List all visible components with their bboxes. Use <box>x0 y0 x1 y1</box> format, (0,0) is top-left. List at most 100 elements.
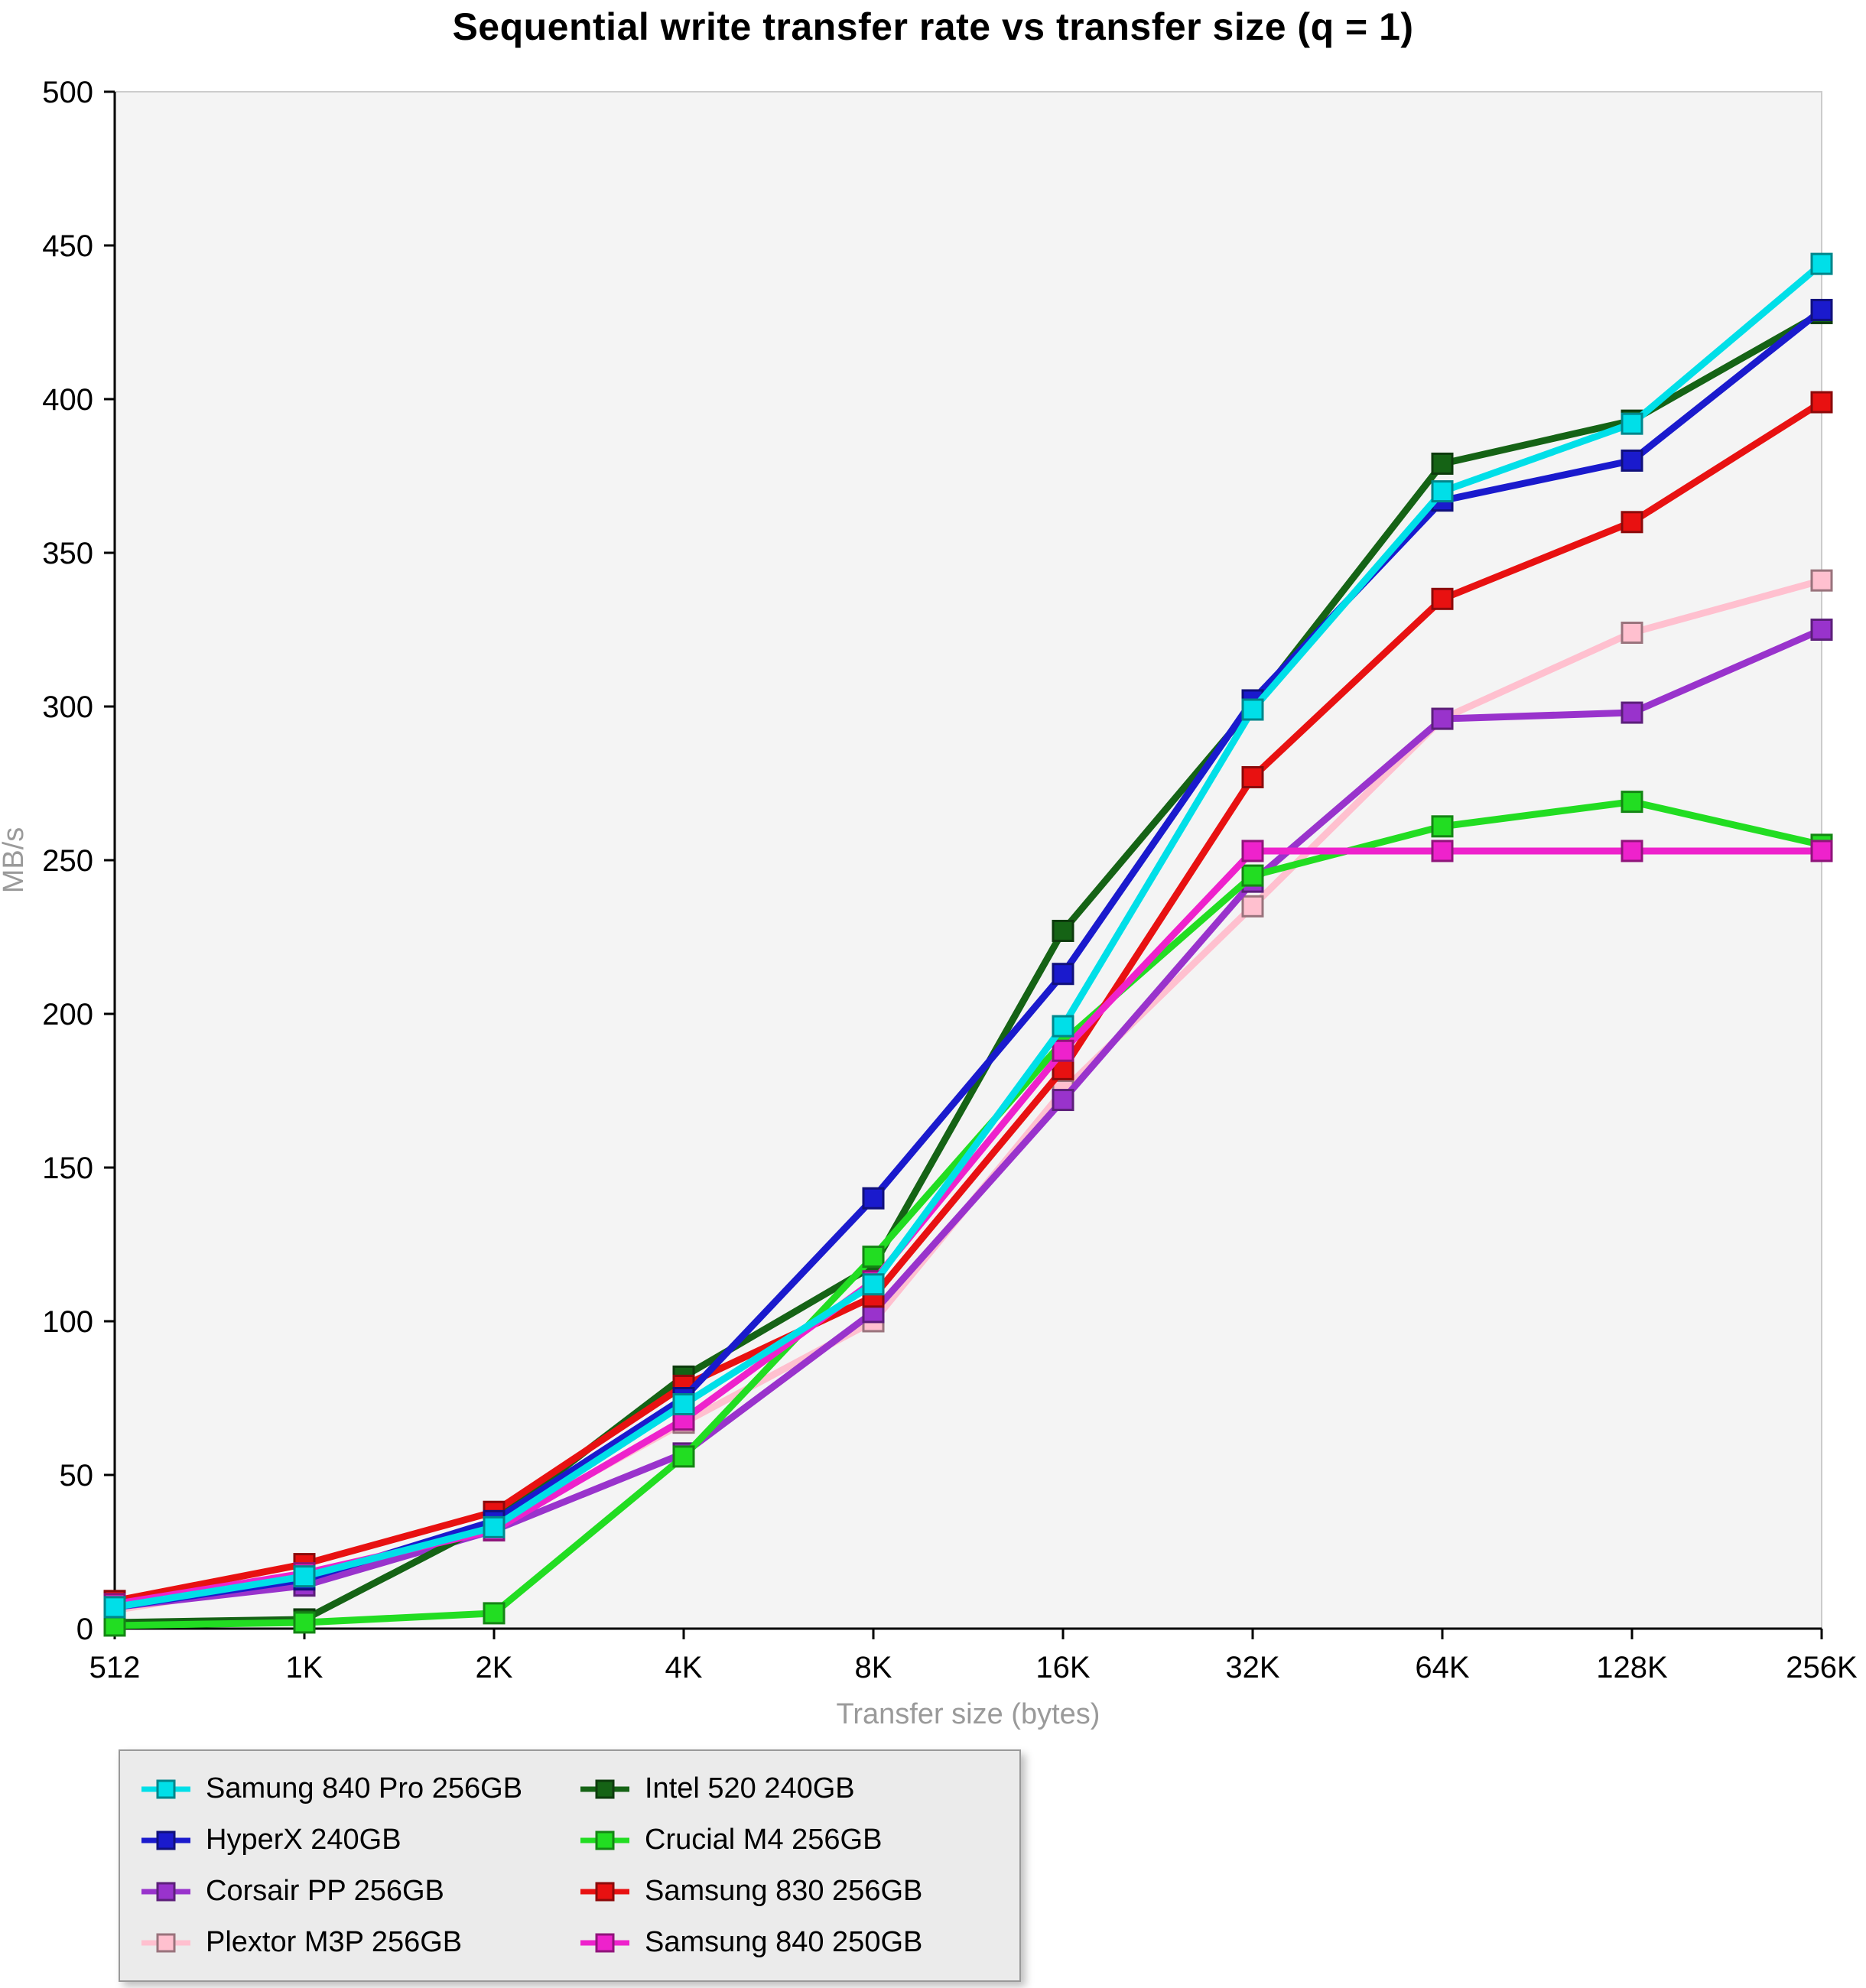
series-marker-samung-840-pro-256gb <box>103 1596 126 1619</box>
legend-label: Plextor M3P 256GB <box>206 1926 463 1958</box>
legend-marker-square <box>156 1882 176 1901</box>
legend-label: Samsung 840 250GB <box>645 1926 923 1958</box>
legend-marker-icon <box>580 1779 629 1798</box>
series-line-samung-840-pro-256gb <box>111 260 1825 1611</box>
series-marker-hyperx-240gb <box>1621 449 1643 472</box>
series-marker-samung-840-pro-256gb <box>483 1515 506 1538</box>
legend-marker-icon <box>580 1933 629 1952</box>
legend-marker-square <box>156 1830 176 1850</box>
legend-marker-square <box>156 1933 176 1952</box>
series-marker-corsair-pp-256gb <box>1431 707 1454 730</box>
series-marker-hyperx-240gb <box>1810 298 1833 321</box>
series-line-corsair-pp-256gb <box>111 626 1825 1611</box>
legend-marker-square <box>595 1779 615 1798</box>
series-marker-samsung-840-250gb <box>1810 840 1833 862</box>
series-marker-crucial-m4-256gb <box>1241 864 1264 887</box>
legend-item-samsung-830-256gb: Samsung 830 256GB <box>570 1869 1009 1914</box>
series-line-crucial-m4-256gb <box>111 798 1825 1629</box>
series-marker-samsung-840-250gb <box>1241 840 1264 862</box>
series-marker-samung-840-pro-256gb <box>672 1393 695 1416</box>
y-tick-label: 100 <box>42 1305 93 1339</box>
y-tick-label: 350 <box>42 537 93 570</box>
y-tick-label: 300 <box>42 690 93 724</box>
series-marker-plextor-m3p-256gb <box>1621 622 1643 645</box>
chart-svg: 0 50 100 150 200 250 300 350 400 450 500 512 1K 2K 4K 8… <box>0 76 1858 1730</box>
x-tick-label: 32K <box>1225 1651 1279 1684</box>
series-marker-crucial-m4-256gb <box>1431 815 1454 838</box>
series-marker-samsung-830-256gb <box>1241 765 1264 788</box>
legend-label: Samsung 830 256GB <box>645 1875 923 1907</box>
legend-item-samung-840-pro-256gb: Samung 840 Pro 256GB <box>131 1766 570 1811</box>
series-marker-hyperx-240gb <box>1052 963 1074 986</box>
legend-item-hyperx-240gb: HyperX 240GB <box>131 1817 570 1863</box>
series-marker-samsung-830-256gb <box>1810 391 1833 414</box>
legend-marker-icon <box>141 1779 190 1798</box>
series-marker-samung-840-pro-256gb <box>1052 1015 1074 1038</box>
series-marker-samung-840-pro-256gb <box>862 1273 885 1296</box>
legend-label: Corsair PP 256GB <box>206 1875 444 1907</box>
series-marker-crucial-m4-256gb <box>293 1611 316 1634</box>
y-tick-label: 200 <box>42 998 93 1031</box>
series-marker-samsung-840-250gb <box>1621 840 1643 862</box>
legend-item-plextor-m3p-256gb: Plextor M3P 256GB <box>131 1920 570 1965</box>
legend-item-intel-520-240gb: Intel 520 240GB <box>570 1766 1009 1811</box>
series-marker-crucial-m4-256gb <box>103 1614 126 1637</box>
series-marker-samung-840-pro-256gb <box>1621 412 1643 435</box>
x-tick-label: 256K <box>1786 1651 1858 1684</box>
x-tick-label: 8K <box>855 1651 892 1684</box>
series-marker-plextor-m3p-256gb <box>1810 569 1833 592</box>
legend-item-samsung-840-250gb: Samsung 840 250GB <box>570 1920 1009 1965</box>
series-marker-hyperx-240gb <box>862 1187 885 1210</box>
x-axis-label: Transfer size (bytes) <box>837 1698 1100 1730</box>
x-tick-label: 128K <box>1596 1651 1668 1684</box>
y-tick-label: 0 <box>76 1613 93 1646</box>
y-axis-label: MB/s <box>0 827 30 894</box>
legend-marker-icon <box>141 1933 190 1952</box>
x-tick-label: 16K <box>1035 1651 1090 1684</box>
y-tick-label: 400 <box>42 383 93 417</box>
series-marker-crucial-m4-256gb <box>483 1602 506 1625</box>
legend-label: HyperX 240GB <box>206 1824 401 1856</box>
series-marker-plextor-m3p-256gb <box>1241 895 1264 918</box>
legend-marker-square <box>595 1882 615 1901</box>
legend-marker-icon <box>141 1830 190 1850</box>
y-tick-label: 500 <box>42 76 93 109</box>
series-marker-corsair-pp-256gb <box>1810 619 1833 641</box>
legend: Samung 840 Pro 256GB HyperX 240GB Corsair … <box>119 1749 1021 1982</box>
series-marker-intel-520-240gb <box>1431 452 1454 475</box>
series-marker-crucial-m4-256gb <box>672 1445 695 1468</box>
series-marker-samsung-840-250gb <box>1431 840 1454 862</box>
legend-item-corsair-pp-256gb: Corsair PP 256GB <box>131 1869 570 1914</box>
series-marker-samung-840-pro-256gb <box>1241 698 1264 721</box>
series-marker-corsair-pp-256gb <box>1621 701 1643 724</box>
legend-marker-icon <box>580 1882 629 1901</box>
series-line-samsung-830-256gb <box>111 398 1825 1605</box>
series-marker-samsung-840-250gb <box>1052 1039 1074 1062</box>
series-marker-samung-840-pro-256gb <box>1810 252 1833 275</box>
series-line-intel-520-240gb <box>111 309 1825 1626</box>
y-tick-label: 250 <box>42 844 93 878</box>
series-marker-samung-840-pro-256gb <box>293 1565 316 1588</box>
y-tick-label: 150 <box>42 1152 93 1185</box>
x-tick-label: 2K <box>476 1651 513 1684</box>
legend-label: Samung 840 Pro 256GB <box>206 1772 523 1804</box>
x-tick-label: 4K <box>665 1651 703 1684</box>
x-tick-label: 1K <box>286 1651 323 1684</box>
series-marker-intel-520-240gb <box>1052 919 1074 942</box>
legend-marker-icon <box>141 1882 190 1901</box>
line-chart: 0 50 100 150 200 250 300 350 400 450 500 512 1K 2K 4K 8… <box>0 61 1866 1743</box>
legend-item-crucial-m4-256gb: Crucial M4 256GB <box>570 1817 1009 1863</box>
series-marker-crucial-m4-256gb <box>1621 791 1643 814</box>
legend-marker-square <box>156 1779 176 1798</box>
legend-marker-square <box>595 1830 615 1850</box>
y-tick-label: 50 <box>60 1459 94 1493</box>
series-marker-samung-840-pro-256gb <box>1431 480 1454 503</box>
legend-marker-square <box>595 1933 615 1952</box>
series-marker-samsung-830-256gb <box>1431 587 1454 610</box>
legend-marker-icon <box>580 1830 629 1850</box>
x-tick-label: 64K <box>1415 1651 1469 1684</box>
x-tick-label: 512 <box>89 1651 141 1684</box>
legend-label: Intel 520 240GB <box>645 1772 855 1804</box>
legend-label: Crucial M4 256GB <box>645 1824 883 1856</box>
y-tick-label: 450 <box>42 229 93 263</box>
